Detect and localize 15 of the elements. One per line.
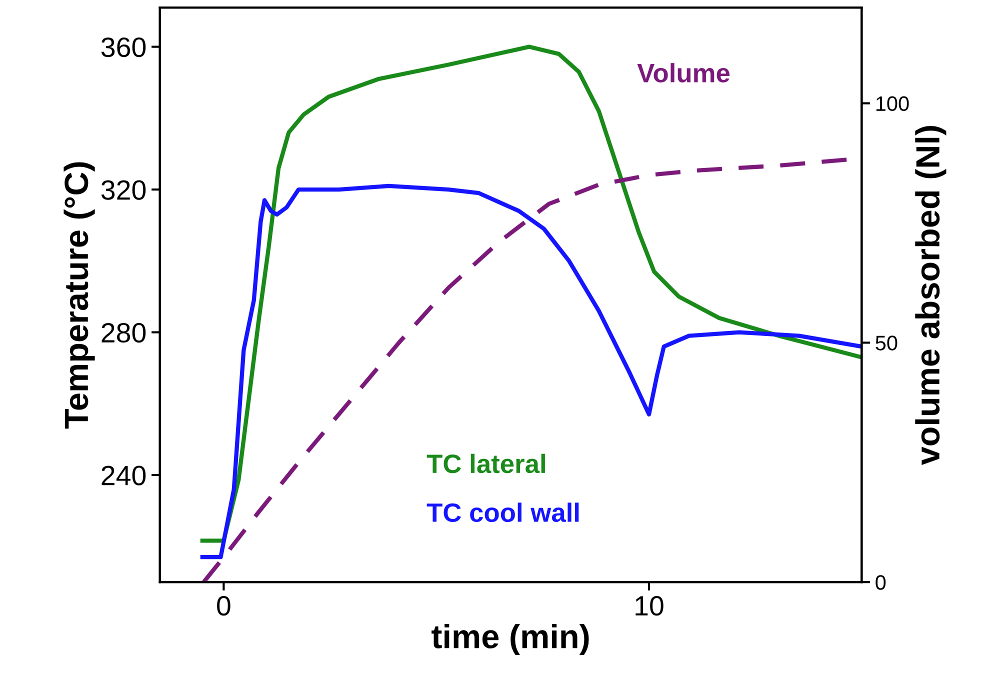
x-axis-title: time (min)	[432, 624, 589, 656]
x-tick-label: 10	[636, 596, 664, 616]
y2-axis-title: volume absorbed (Nl)	[915, 126, 946, 466]
y2-tick-label: 0	[876, 575, 886, 590]
y-tick-label: 240	[102, 466, 146, 486]
text: TC cool wall	[426, 502, 579, 522]
y2-tick-label: 50	[876, 336, 898, 350]
text: TC lateral	[426, 454, 545, 474]
y-tick-label: 360	[101, 37, 146, 58]
y-tick-label: 320	[101, 180, 146, 200]
text: Volume	[637, 63, 730, 82]
y-axis-title: Temperature (°C)	[64, 162, 95, 429]
y-tick-label: 280	[102, 322, 146, 343]
y2-tick-label: 100	[876, 96, 909, 112]
line-series	[200, 44, 862, 543]
